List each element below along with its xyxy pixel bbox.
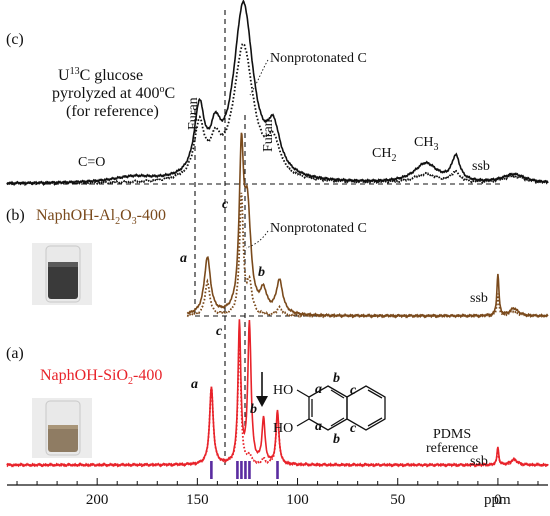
- label-c-ch2-main: CH: [372, 146, 391, 161]
- panel-b-title-p2: O: [120, 207, 132, 224]
- structure-b-bottom: b: [333, 432, 340, 447]
- spectrum-c-dotted: [6, 42, 549, 187]
- panel-c-title: U13C glucose: [58, 66, 143, 84]
- panel-c-title-post: C glucose: [80, 67, 144, 84]
- panel-b-title-p1: 2: [115, 216, 120, 227]
- label-c-ssb: ssb: [472, 159, 490, 174]
- x-axis-unit: ppm: [484, 492, 511, 508]
- spectra-group: [6, 0, 549, 479]
- structure-ho-bottom: HO: [273, 421, 293, 436]
- panel-b-title-p3: 3: [132, 216, 137, 227]
- x-tick-label-200: 200: [86, 492, 109, 508]
- panel-b-tag: (b): [6, 207, 25, 224]
- x-tick-label-150: 150: [186, 492, 209, 508]
- panel-a-title-p2: -400: [133, 367, 162, 384]
- panel-c-line2-post: C: [165, 85, 176, 102]
- down-arrow-icon: [256, 372, 268, 407]
- label-b-nonprot: Nonprotonated C: [270, 221, 367, 236]
- naphthalenediol-structure: [296, 385, 386, 431]
- label-c-furan-right: Furan: [261, 119, 276, 152]
- panel-c-title-sup: 13: [70, 66, 80, 77]
- panel-a-tag: (a): [6, 345, 24, 362]
- panel-c-line2-sup: o: [160, 84, 165, 95]
- panel-c-line3: (for reference): [66, 103, 159, 120]
- label-a-a: a: [191, 377, 198, 392]
- panel-a-title-p1: 2: [128, 376, 133, 387]
- label-a-ssb: ssb: [470, 454, 488, 469]
- label-b-c: c: [222, 197, 229, 212]
- spectrum-c-solid: [6, 0, 549, 186]
- panel-a-title: NaphOH-SiO2-400: [40, 367, 162, 387]
- label-a-pdms-1: PDMS: [433, 427, 471, 442]
- spectrum-b-solid: [186, 132, 549, 319]
- x-tick-label-100: 100: [286, 492, 309, 508]
- panel-b-title: NaphOH-Al2O3-400: [36, 207, 166, 227]
- structure-ho-top: HO: [273, 383, 293, 398]
- label-b-b: b: [258, 265, 265, 280]
- x-tick-label-50: 50: [390, 492, 405, 508]
- label-c-nonprot: Nonprotonated C: [270, 51, 367, 66]
- nonprot-leader-c: [249, 59, 269, 96]
- spectrum-b-dotted: [186, 192, 549, 319]
- structure-a-top: a: [315, 382, 322, 397]
- label-c-ch3-sub: 3: [433, 142, 438, 153]
- label-c-ch3: CH3: [414, 135, 438, 153]
- vial-photo-a: [32, 398, 92, 458]
- panel-c-tag: (c): [6, 31, 24, 48]
- spectrum-a-dotted: [6, 337, 549, 468]
- label-a-c: c: [216, 324, 223, 339]
- panel-c-line2: pyrolyzed at 400oC: [52, 84, 175, 102]
- structure-c-top: c: [350, 383, 357, 398]
- label-c-ch2-sub: 2: [391, 153, 396, 164]
- label-c-furan-left: Furan: [186, 97, 201, 130]
- vial-photo-b: [32, 243, 92, 305]
- label-c-co: C=O: [78, 155, 105, 170]
- label-b-a: a: [180, 251, 187, 266]
- structure-a-bottom: a: [315, 419, 322, 434]
- panel-c-line2-pre: pyrolyzed at 400: [52, 85, 160, 102]
- panel-b-title-p0: NaphOH-Al: [36, 207, 116, 224]
- panel-b-title-p4: -400: [137, 207, 166, 224]
- panel-a-title-p0: NaphOH-SiO: [40, 367, 128, 384]
- structure-c-bottom: c: [350, 421, 357, 436]
- x-tick-label-0: 0: [494, 492, 502, 508]
- label-c-ch3-main: CH: [414, 135, 433, 150]
- label-c-ch2: CH2: [372, 146, 396, 164]
- panel-c-title-pre: U: [58, 67, 70, 84]
- nonprot-leader-b: [245, 230, 269, 249]
- structure-b-top: b: [333, 371, 340, 386]
- label-a-b: b: [250, 402, 257, 417]
- label-b-ssb: ssb: [470, 291, 488, 306]
- label-a-pdms-2: reference: [426, 441, 478, 456]
